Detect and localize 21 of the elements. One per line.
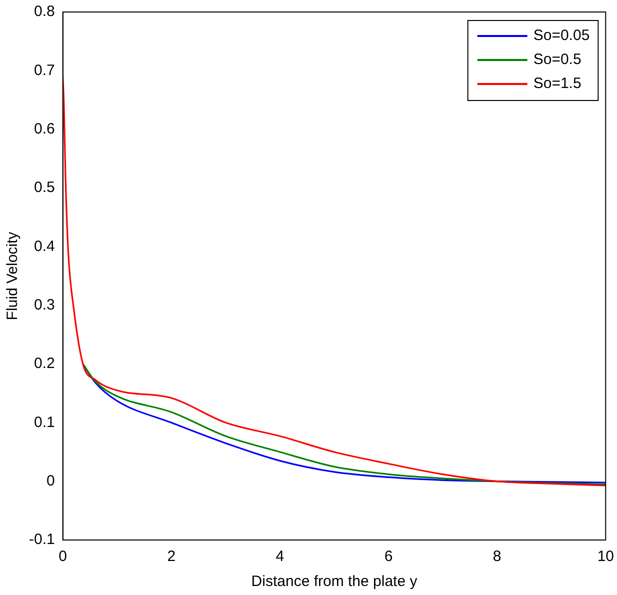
y-axis-title: Fluid Velocity xyxy=(4,231,22,320)
x-tick-label: 0 xyxy=(58,548,68,566)
legend-label: So=1.5 xyxy=(533,75,582,92)
y-tick-label: 0.2 xyxy=(34,355,55,372)
y-tick-label: 0 xyxy=(46,472,55,490)
y-tick-label: 0.7 xyxy=(34,62,55,79)
y-tick-label: 0.1 xyxy=(34,414,55,431)
x-axis-title: Distance from the plate y xyxy=(251,573,418,590)
x-tick-label: 10 xyxy=(597,548,614,566)
y-tick-label: 0.6 xyxy=(34,120,55,138)
y-tick-label: 0.5 xyxy=(34,179,55,196)
y-tick-label: -0.1 xyxy=(28,531,55,548)
y-tick-label: 0.8 xyxy=(34,3,55,20)
legend-label: So=0.05 xyxy=(533,27,590,44)
y-tick-label: 0.4 xyxy=(34,238,55,255)
x-tick-label: 6 xyxy=(384,548,393,566)
x-tick-label: 4 xyxy=(276,548,284,566)
y-tick-label: 0.3 xyxy=(34,296,55,314)
legend-label: So=0.5 xyxy=(533,51,582,68)
x-tick-label: 2 xyxy=(167,548,176,566)
x-tick-label: 8 xyxy=(492,548,502,566)
